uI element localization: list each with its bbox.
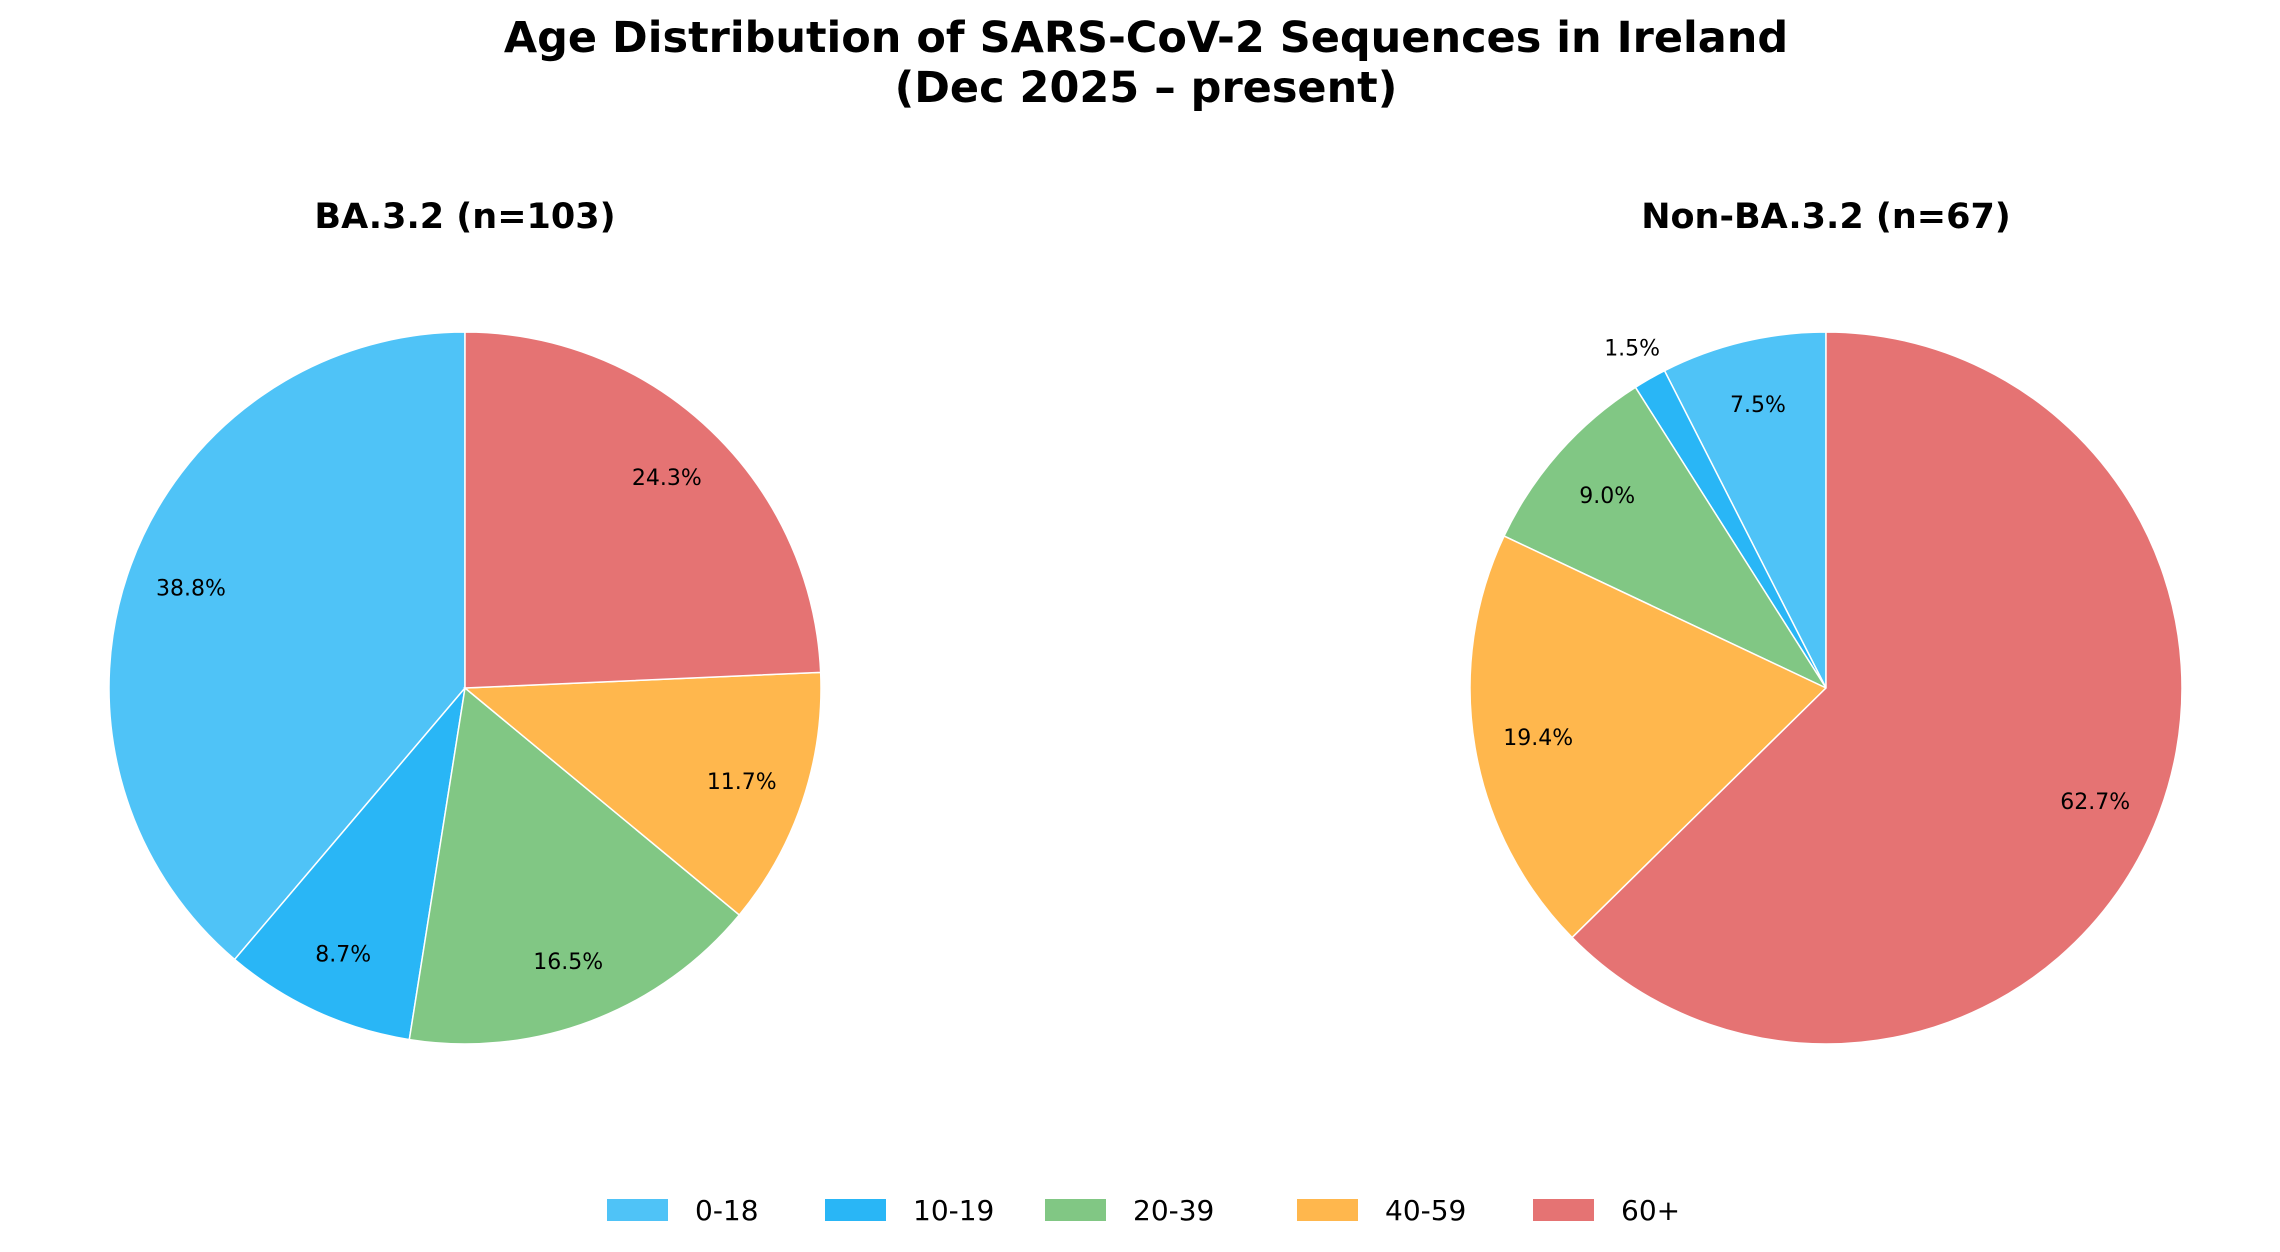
legend-label: 10-19 — [913, 1194, 994, 1227]
slice-label: 8.7% — [315, 942, 371, 967]
legend-item-20-39: 20-39 — [1045, 1194, 1214, 1227]
legend-swatch — [1045, 1199, 1106, 1221]
slice-label: 16.5% — [533, 950, 603, 975]
slice-label: 1.5% — [1604, 337, 1660, 362]
slice-label: 9.0% — [1579, 484, 1635, 509]
legend-item-0-18: 0-18 — [607, 1194, 759, 1227]
legend-item-40-59: 40-59 — [1297, 1194, 1466, 1227]
pie-slice-0-18 — [1663, 331, 1827, 689]
slice-label: 11.7% — [707, 770, 777, 795]
pie-slice-60+ — [1571, 331, 2183, 1045]
legend-label: 0-18 — [695, 1194, 759, 1227]
slice-label: 62.7% — [2060, 790, 2130, 815]
pie-slice-40-59 — [1469, 535, 1828, 939]
legend-item-10-19: 10-19 — [825, 1194, 994, 1227]
legend-item-60+: 60+ — [1533, 1194, 1680, 1227]
legend-swatch — [1533, 1199, 1594, 1221]
pie-2: Non-BA.3.2 (n=67) 7.5% 1.5% 9.0% 19.4% 62.7% — [1469, 197, 2183, 1045]
chart-subtitle: (Dec 2025 – present) — [895, 63, 1398, 113]
legend-swatch — [825, 1199, 886, 1221]
pie-slice-0-18 — [108, 331, 466, 961]
pie-slice-40-59 — [463, 671, 822, 916]
legend-label: 40-59 — [1385, 1194, 1466, 1227]
legend-swatch — [1297, 1199, 1358, 1221]
slice-label: 7.5% — [1730, 393, 1786, 418]
chart-title: Age Distribution of SARS-CoV-2 Sequences… — [504, 13, 1788, 63]
pie-title: Non-BA.3.2 (n=67) — [1641, 197, 2011, 237]
pie-1: BA.3.2 (n=103) 38.8% 8.7% 16.5% 11.7% 24.3% — [108, 197, 822, 1045]
pie-title: BA.3.2 (n=103) — [314, 197, 615, 237]
legend-swatch — [607, 1199, 668, 1221]
legend-label: 20-39 — [1133, 1194, 1214, 1227]
slice-label: 19.4% — [1503, 726, 1573, 751]
slice-label: 38.8% — [156, 576, 226, 601]
pie-slice-60+ — [464, 331, 822, 689]
pie-slice-20-39 — [1503, 386, 1829, 690]
slice-label: 24.3% — [632, 466, 702, 491]
pie-slice-10-19 — [233, 685, 467, 1041]
legend-label: 60+ — [1621, 1194, 1680, 1227]
legend: 0-18 10-19 20-39 40-59 60+ — [607, 1194, 1680, 1227]
pie-slice-20-39 — [408, 686, 741, 1045]
